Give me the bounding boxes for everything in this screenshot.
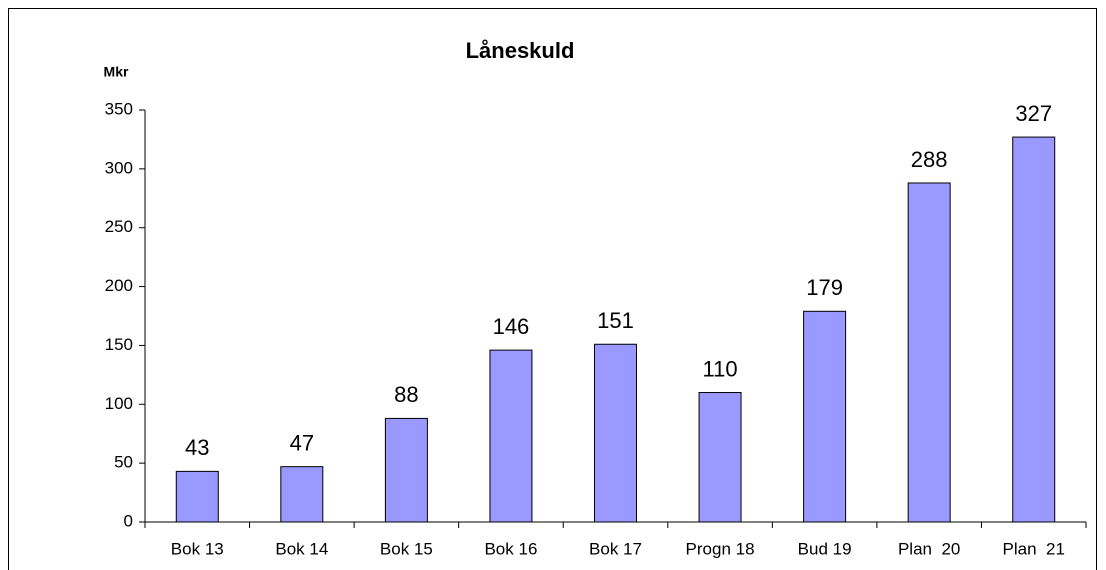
y-tick-label: 300	[105, 158, 133, 177]
x-tick-label: Bok 15	[380, 539, 433, 558]
bar	[1012, 136, 1056, 523]
y-tick-label: 200	[105, 276, 133, 295]
data-label: 151	[597, 308, 634, 333]
bar	[594, 343, 637, 523]
x-tick-label: Bok 16	[484, 539, 537, 558]
y-axis-label: Mkr	[104, 64, 129, 80]
y-tick-label: 100	[105, 394, 133, 413]
bar	[384, 417, 428, 523]
y-tick-label: 150	[105, 335, 133, 354]
x-tick-label: Bok 17	[589, 539, 642, 558]
x-tick-label: Bok 13	[171, 539, 224, 558]
y-tick-label: 50	[114, 453, 133, 472]
y-tick-label: 350	[105, 99, 133, 118]
data-label: 146	[493, 314, 530, 339]
bar	[280, 466, 324, 523]
x-tick-label: Plan 21	[1003, 539, 1065, 558]
data-label: 43	[185, 435, 209, 460]
y-tick-label: 0	[124, 511, 133, 530]
bar	[907, 182, 951, 523]
x-tick-label: Plan 20	[898, 539, 960, 558]
bar	[698, 392, 742, 523]
data-label: 47	[290, 430, 314, 455]
x-tick-label: Bok 14	[275, 539, 328, 558]
bar	[489, 349, 533, 523]
bar	[175, 470, 219, 523]
data-label: 288	[911, 147, 948, 172]
x-tick-label: Progn 18	[686, 539, 755, 558]
data-label: 327	[1015, 101, 1052, 126]
x-tick-label: Bud 19	[798, 539, 852, 558]
data-label: 179	[806, 275, 843, 300]
data-label: 88	[394, 382, 418, 407]
y-tick-label: 250	[105, 217, 133, 236]
bar	[803, 310, 847, 523]
chart-title: Låneskuld	[466, 38, 575, 63]
data-label: 110	[703, 356, 738, 381]
